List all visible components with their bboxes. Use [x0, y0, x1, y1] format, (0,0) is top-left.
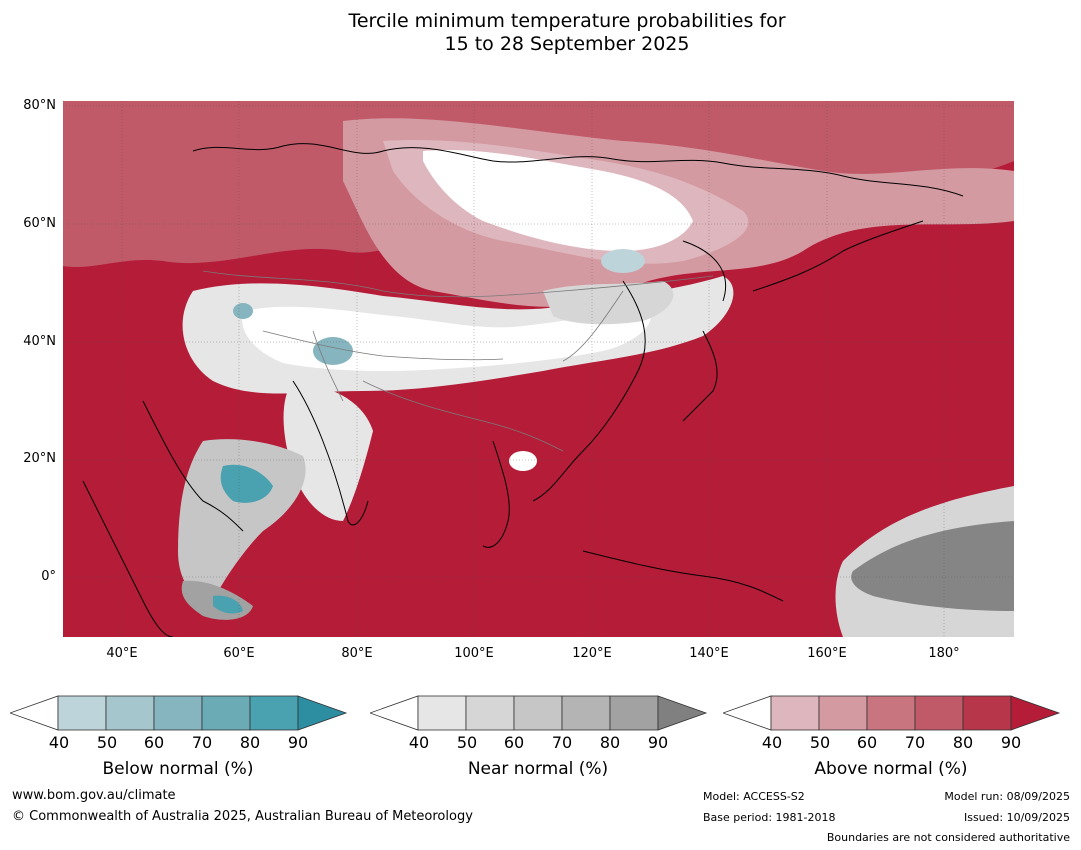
colorbar-segment [914, 695, 964, 731]
below-zone-equatorial-west [213, 595, 243, 614]
footer-model: Model: ACCESS-S2 [703, 790, 805, 803]
tick-above-90: 90 [1000, 733, 1022, 752]
tick-above-80: 80 [952, 733, 974, 752]
tick-near-40: 40 [408, 733, 430, 752]
tick-above-60: 60 [856, 733, 878, 752]
lon-label-120e: 120°E [572, 646, 612, 661]
colorbar-extension-low [723, 695, 772, 731]
tick-below-70: 70 [191, 733, 213, 752]
graticule [63, 101, 1014, 637]
colorbar-segment [153, 695, 203, 731]
lat-label-80n: 80°N [23, 98, 56, 113]
footer-issued: Issued: 10/09/2025 [963, 811, 1070, 824]
lon-label-60e: 60°E [223, 646, 255, 661]
below-patch-mongolia [601, 249, 645, 273]
colorbar-extension-low [10, 695, 59, 731]
below-patch-tibet [313, 337, 353, 365]
colorbar-segment [770, 695, 820, 731]
lat-label-60n: 60°N [23, 216, 56, 231]
tick-near-90: 90 [647, 733, 669, 752]
footer-disclaimer: Boundaries are not considered authoritat… [826, 831, 1070, 844]
title-line-1: Tercile minimum temperature probabilitie… [348, 10, 786, 32]
probability-map [63, 101, 1014, 637]
tick-below-50: 50 [96, 733, 118, 752]
tick-below-80: 80 [239, 733, 261, 752]
colorbar-extension-high [657, 695, 708, 731]
near-zone-india [283, 381, 373, 521]
tick-near-60: 60 [503, 733, 525, 752]
colorbar-extension-low [370, 695, 419, 731]
tick-near-70: 70 [551, 733, 573, 752]
colorbar-above-normal [723, 695, 1061, 731]
tick-above-50: 50 [809, 733, 831, 752]
colorbar-segment [513, 695, 563, 731]
lon-label-40e: 40°E [106, 646, 138, 661]
tick-below-60: 60 [143, 733, 165, 752]
colorbar-segment [866, 695, 916, 731]
lon-label-80e: 80°E [341, 646, 373, 661]
colorbar-segment [57, 695, 107, 731]
colorbar-below-normal [10, 695, 348, 731]
footer-base-period: Base period: 1981-2018 [703, 811, 836, 824]
colorbar-extension-high [1010, 695, 1061, 731]
lon-label-100e: 100°E [454, 646, 494, 661]
lat-label-20n: 20°N [23, 451, 56, 466]
tick-above-70: 70 [904, 733, 926, 752]
tick-above-40: 40 [761, 733, 783, 752]
colorbar-near-normal [370, 695, 708, 731]
title-line-2: 15 to 28 September 2025 [444, 33, 690, 55]
colorbar-extension-high [297, 695, 348, 731]
tick-below-90: 90 [287, 733, 309, 752]
colorbar-segment [417, 695, 467, 731]
map-title: Tercile minimum temperature probabilitie… [0, 10, 1081, 56]
footer-copyright: © Commonwealth of Australia 2025, Austra… [12, 809, 473, 824]
near-zone-arabian-sea [178, 439, 306, 601]
tick-near-80: 80 [599, 733, 621, 752]
footer-model-run: Model run: 08/09/2025 [944, 790, 1070, 803]
colorbar-segment [465, 695, 515, 731]
lat-label-40n: 40°N [23, 334, 56, 349]
colorbar-segment [249, 695, 299, 731]
below-zone-arabian-sea [220, 464, 273, 503]
coastlines [82, 143, 964, 637]
near-zone-pacific-dark [851, 521, 1014, 611]
near-zone-mongolia [543, 281, 674, 325]
tick-near-50: 50 [456, 733, 478, 752]
country-borders [202, 270, 714, 452]
colorbar-segment [609, 695, 659, 731]
lon-label-160e: 160°E [807, 646, 847, 661]
legend-title-above: Above normal (%) [814, 759, 968, 779]
lat-label-0: 0° [41, 569, 56, 584]
colorbar-segment [201, 695, 251, 731]
below-patch-caspian [233, 303, 253, 319]
footer-website: www.bom.gov.au/climate [12, 788, 176, 803]
map-panel [63, 101, 1014, 637]
colorbar-segment [561, 695, 611, 731]
legend-title-below: Below normal (%) [102, 759, 254, 779]
legend-title-near: Near normal (%) [467, 759, 609, 779]
lon-label-140e: 140°E [689, 646, 729, 661]
neutral-patch-indochina [509, 451, 537, 471]
colorbar-segment [105, 695, 155, 731]
colorbar-segment [818, 695, 868, 731]
neutral-zone-siberia [423, 150, 693, 251]
colorbar-segment [962, 695, 1012, 731]
tick-below-40: 40 [48, 733, 70, 752]
lon-label-180: 180° [928, 646, 960, 661]
